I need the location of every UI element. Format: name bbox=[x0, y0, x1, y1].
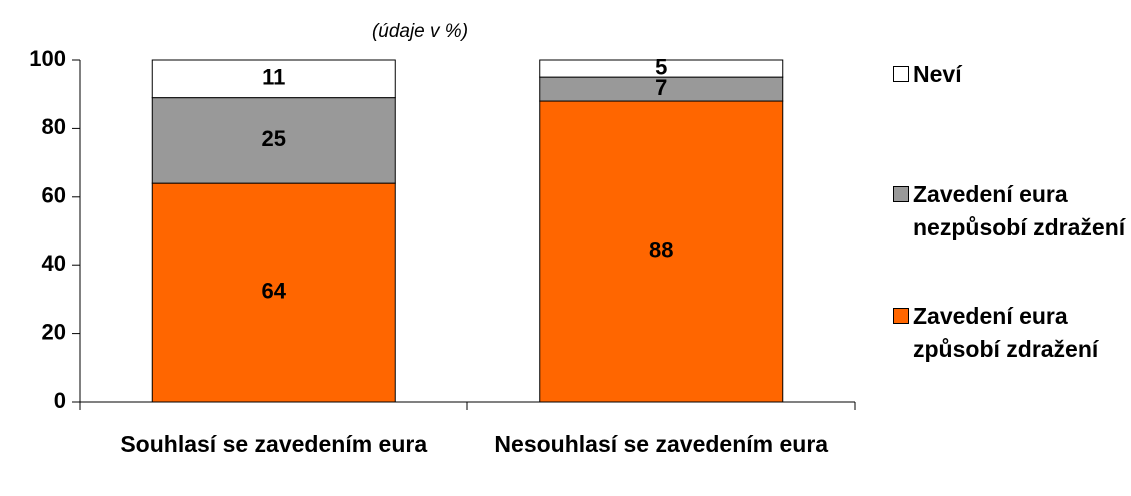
bar-segment bbox=[151, 182, 396, 403]
data-label: 64 bbox=[262, 278, 287, 303]
bar-segment bbox=[151, 97, 396, 184]
legend-label: Neví bbox=[913, 61, 962, 87]
bar-segment bbox=[151, 59, 396, 99]
y-tick-label: 40 bbox=[42, 251, 66, 276]
data-label: 7 bbox=[655, 75, 667, 100]
y-tick-label: 20 bbox=[42, 319, 66, 344]
data-label: 88 bbox=[649, 237, 673, 262]
x-tick-label: Nesouhlasí se zavedením eura bbox=[494, 431, 829, 457]
x-tick-label: Souhlasí se zavedením eura bbox=[120, 431, 428, 457]
bar-segment bbox=[539, 59, 784, 78]
bar-segment bbox=[539, 100, 784, 403]
y-tick-label: 60 bbox=[42, 183, 66, 208]
y-tick-label: 0 bbox=[54, 388, 66, 413]
legend-swatch bbox=[893, 308, 909, 324]
legend-swatch bbox=[893, 66, 909, 82]
legend-label: Zavedení eura způsobí zdražení bbox=[913, 303, 1099, 362]
data-label: 5 bbox=[655, 54, 667, 79]
y-tick-label: 80 bbox=[42, 114, 66, 139]
y-tick-label: 100 bbox=[29, 46, 66, 71]
data-label: 25 bbox=[262, 126, 286, 151]
subtitle: (údaje v %) bbox=[372, 21, 468, 42]
data-label: 11 bbox=[262, 65, 285, 90]
legend-label: Zavedení eura nezpůsobí zdražení bbox=[913, 181, 1126, 240]
legend-swatch bbox=[893, 186, 909, 202]
